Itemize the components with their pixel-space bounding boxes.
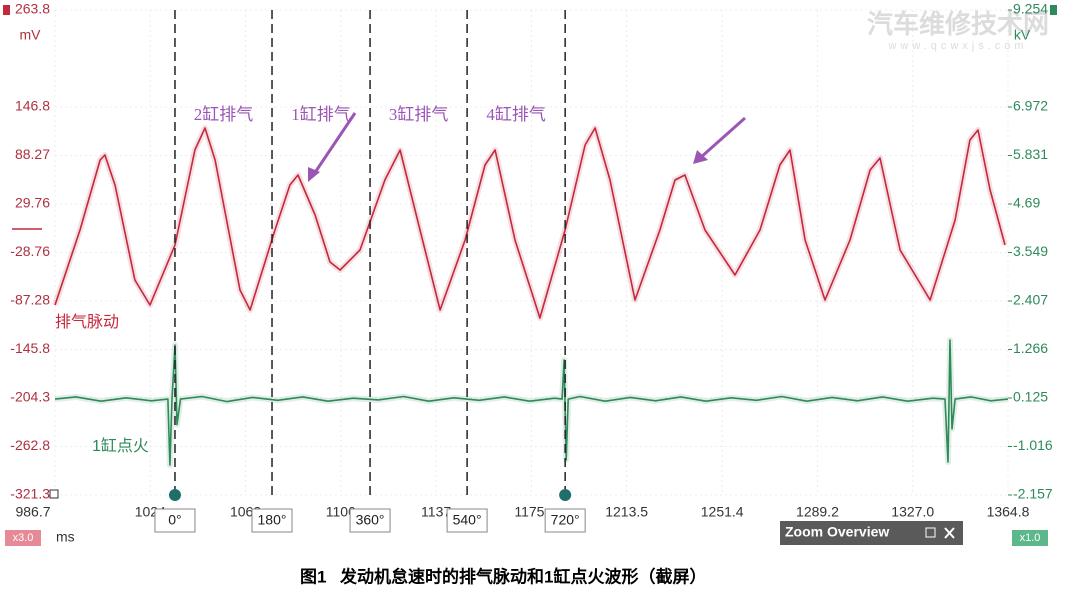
x-tick-label: 986.7 xyxy=(15,504,50,520)
grid xyxy=(54,9,1009,496)
watermark-url: www.qcwxjs.com xyxy=(887,40,1027,52)
cursor-label: 540° xyxy=(453,512,482,528)
zoom-overview-title[interactable]: Zoom Overview xyxy=(785,524,889,540)
y2-tick-label: -2.157 xyxy=(1013,486,1053,502)
cursor-label-box xyxy=(251,508,293,533)
x-tick-label: 1100 xyxy=(326,504,356,520)
cursor-handle xyxy=(559,489,572,501)
arrow xyxy=(699,116,746,160)
channel-marker xyxy=(3,5,10,15)
arrowhead xyxy=(693,150,708,164)
cursor-label: 360° xyxy=(356,512,385,528)
x-tick-label: 1364.8 xyxy=(987,504,1030,520)
close-icon[interactable] xyxy=(944,527,955,539)
trace xyxy=(54,339,1009,466)
y-tick-label: -145.8 xyxy=(10,340,50,356)
annotation: 2缸排气 xyxy=(194,104,254,124)
y-tick-label: -321.3 xyxy=(10,486,50,502)
x-tick-label: 1289.2 xyxy=(796,504,839,520)
annotation: 3缸排气 xyxy=(389,104,449,124)
x-tick-label: 1137 xyxy=(421,504,451,520)
x-tick-label: 1251.4 xyxy=(701,504,744,520)
x-tick-label: 1175. xyxy=(514,504,548,520)
cursor-label-box xyxy=(349,508,391,533)
y2-tick-label: -1.016 xyxy=(1013,437,1053,453)
y2-scale-label: x1.0 xyxy=(1020,532,1041,544)
x-tick-label: 1213.5 xyxy=(605,504,648,520)
caption-number: 图1 xyxy=(300,567,326,586)
arrowhead xyxy=(308,167,320,182)
y-scale-label: x3.0 xyxy=(13,532,34,544)
y-tick-label: -262.8 xyxy=(10,437,50,453)
annotation: 1缸排气 xyxy=(291,104,351,124)
cursor-label-box xyxy=(154,508,196,533)
y2-tick-label: 1.266 xyxy=(1013,340,1048,356)
annotation: 4缸排气 xyxy=(486,104,546,124)
y2-tick-label: 4.69 xyxy=(1013,195,1040,211)
x-tick-label: 1327.0 xyxy=(891,504,934,520)
y-tick-label: 29.76 xyxy=(15,195,50,211)
y-tick-label: 146.8 xyxy=(15,98,50,114)
cursor-handle xyxy=(168,489,181,501)
trace xyxy=(54,127,1006,319)
y2-tick-label: 5.831 xyxy=(1013,146,1048,162)
zoom-overview-bar[interactable] xyxy=(780,521,963,545)
restore-icon[interactable] xyxy=(925,527,936,538)
y-tick-label: 263.8 xyxy=(15,1,50,17)
cursor-label: 0° xyxy=(168,512,181,528)
cursor-label: 180° xyxy=(258,512,287,528)
y2-axis-label: kV xyxy=(1014,27,1031,43)
cursor-label-box xyxy=(544,508,586,533)
series-label: 1缸点火 xyxy=(92,436,149,455)
axis-marker xyxy=(49,489,59,499)
scale-badge xyxy=(1012,530,1048,546)
y-tick-label: -204.3 xyxy=(10,389,50,405)
y2-tick-label: 3.549 xyxy=(1013,243,1048,259)
cursor-label: 720° xyxy=(551,512,580,528)
y-tick-label: -28.76 xyxy=(10,243,50,259)
series-label: 排气脉动 xyxy=(55,313,119,331)
y2-tick-label: 2.407 xyxy=(1013,292,1048,308)
y-tick-label: 88.27 xyxy=(15,146,50,162)
channel-marker xyxy=(1050,5,1057,15)
scale-badge xyxy=(5,530,41,546)
y-axis-label: mV xyxy=(20,27,42,43)
x-axis-label: ms xyxy=(56,529,75,545)
y-tick-label: -87.28 xyxy=(10,292,50,308)
y2-tick-label: 9.254 xyxy=(1013,1,1048,17)
watermark-title: 汽车维修技术网 xyxy=(867,9,1049,39)
y2-tick-label: 0.125 xyxy=(1013,389,1048,405)
caption-text: 发动机怠速时的排气脉动和1缸点火波形（截屏） xyxy=(339,566,706,586)
y2-tick-label: 6.972 xyxy=(1013,98,1048,114)
arrow xyxy=(312,112,357,175)
cursor-label-box xyxy=(446,508,488,533)
